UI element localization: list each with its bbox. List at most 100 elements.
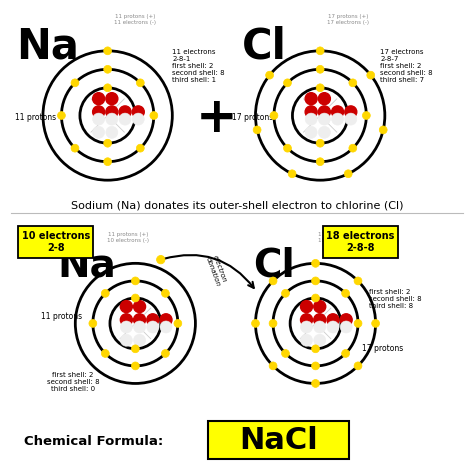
Circle shape: [282, 350, 290, 358]
Circle shape: [349, 79, 357, 87]
Circle shape: [132, 106, 144, 118]
Circle shape: [363, 111, 370, 120]
Circle shape: [119, 106, 131, 118]
Circle shape: [134, 321, 146, 333]
Circle shape: [156, 255, 165, 264]
Circle shape: [372, 320, 380, 328]
Circle shape: [288, 170, 296, 178]
Circle shape: [301, 301, 312, 313]
Circle shape: [120, 334, 132, 346]
Circle shape: [147, 314, 159, 326]
Circle shape: [147, 321, 159, 333]
Circle shape: [104, 47, 111, 55]
Circle shape: [340, 314, 352, 326]
Circle shape: [314, 314, 326, 326]
Text: NaCl: NaCl: [239, 426, 318, 455]
Circle shape: [162, 289, 169, 297]
Circle shape: [101, 289, 109, 297]
Text: 18 electrons
2-8-8: 18 electrons 2-8-8: [327, 231, 395, 253]
Circle shape: [305, 113, 317, 125]
Circle shape: [319, 106, 330, 118]
Circle shape: [319, 113, 330, 125]
Text: 11 protons: 11 protons: [41, 312, 82, 321]
Circle shape: [71, 144, 79, 152]
Circle shape: [134, 301, 146, 313]
Text: Cl: Cl: [253, 247, 295, 285]
Circle shape: [269, 277, 277, 285]
Text: 11 protons: 11 protons: [15, 113, 56, 122]
Circle shape: [131, 277, 139, 285]
Text: 10 electrons
2-8: 10 electrons 2-8: [21, 231, 90, 253]
Text: 17 electrons
2-8-7
first shell: 2
second shell: 8
third shell: 7: 17 electrons 2-8-7 first shell: 2 second…: [380, 49, 433, 83]
Circle shape: [316, 84, 324, 91]
Circle shape: [104, 65, 111, 73]
Circle shape: [134, 334, 146, 346]
Text: 11 protons (+)
10 electrons (-): 11 protons (+) 10 electrons (-): [108, 232, 149, 243]
Text: Na: Na: [16, 25, 79, 67]
Circle shape: [270, 111, 278, 120]
Circle shape: [131, 345, 139, 353]
Circle shape: [132, 113, 144, 125]
Circle shape: [283, 144, 292, 152]
Circle shape: [314, 301, 326, 313]
Circle shape: [174, 320, 182, 327]
Text: Na: Na: [57, 247, 116, 285]
Circle shape: [345, 106, 357, 118]
Circle shape: [160, 321, 172, 333]
Circle shape: [340, 321, 352, 333]
FancyArrowPatch shape: [164, 255, 254, 288]
Text: electron
donation: electron donation: [205, 254, 228, 287]
Text: 11 electrons
2-8-1
first shell: 2
second shell: 8
third shell: 1: 11 electrons 2-8-1 first shell: 2 second…: [173, 49, 225, 83]
Circle shape: [316, 140, 324, 147]
Circle shape: [332, 113, 344, 125]
Circle shape: [92, 126, 105, 138]
Circle shape: [160, 314, 172, 326]
Circle shape: [106, 126, 118, 138]
Circle shape: [314, 321, 326, 333]
Circle shape: [265, 71, 273, 79]
Circle shape: [119, 113, 131, 125]
Circle shape: [311, 260, 319, 267]
Circle shape: [137, 79, 144, 87]
Text: Chemical Formula:: Chemical Formula:: [25, 435, 164, 448]
Circle shape: [345, 113, 357, 125]
Circle shape: [89, 320, 97, 327]
Circle shape: [71, 79, 79, 87]
Circle shape: [134, 314, 146, 326]
Circle shape: [332, 106, 344, 118]
Circle shape: [316, 47, 324, 55]
Circle shape: [162, 350, 169, 358]
Circle shape: [319, 126, 330, 138]
Text: 11 protons (+)
11 electrons (-): 11 protons (+) 11 electrons (-): [114, 14, 156, 24]
Text: 17 protons (+)
18 electrons (-): 17 protons (+) 18 electrons (-): [318, 232, 360, 243]
Text: Cl: Cl: [242, 25, 287, 67]
Circle shape: [344, 170, 352, 178]
Circle shape: [367, 71, 374, 79]
Circle shape: [319, 93, 330, 105]
Circle shape: [131, 294, 139, 302]
Circle shape: [137, 144, 144, 152]
Circle shape: [311, 380, 319, 387]
Circle shape: [316, 65, 324, 73]
Circle shape: [305, 126, 317, 138]
Circle shape: [311, 345, 319, 353]
Circle shape: [283, 79, 292, 87]
Circle shape: [311, 294, 319, 302]
Circle shape: [282, 289, 290, 297]
Circle shape: [314, 334, 326, 346]
Circle shape: [305, 106, 317, 118]
Circle shape: [311, 277, 319, 285]
Circle shape: [101, 350, 109, 358]
Circle shape: [120, 321, 132, 333]
Circle shape: [311, 362, 319, 370]
Text: first shell: 2
second shell: 8
third shell: 0: first shell: 2 second shell: 8 third she…: [46, 372, 99, 392]
FancyBboxPatch shape: [208, 421, 349, 459]
Circle shape: [305, 93, 317, 105]
Circle shape: [150, 111, 158, 120]
Circle shape: [92, 106, 105, 118]
Text: 17 protons (+)
17 electrons (-): 17 protons (+) 17 electrons (-): [327, 14, 369, 24]
Circle shape: [316, 158, 324, 166]
Circle shape: [131, 362, 139, 370]
Circle shape: [269, 320, 277, 327]
Circle shape: [342, 350, 349, 358]
